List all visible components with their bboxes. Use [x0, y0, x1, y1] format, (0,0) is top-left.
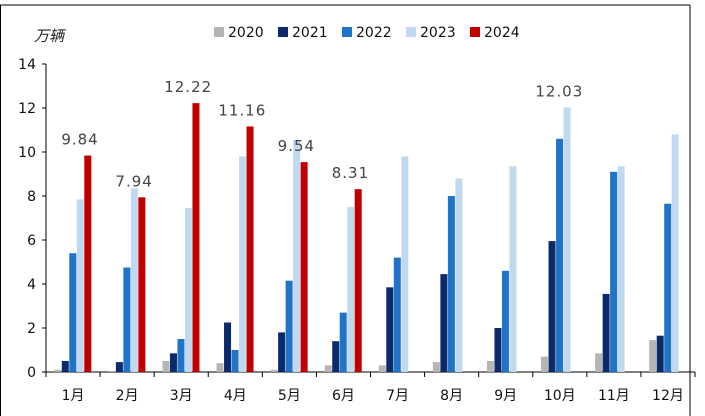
bar-2022 — [231, 350, 239, 372]
bar-2020 — [595, 353, 603, 372]
bar-2024 — [300, 162, 308, 372]
legend-swatch — [470, 27, 480, 37]
x-tick-label: 4月 — [224, 388, 247, 404]
bar-2023 — [455, 178, 463, 372]
bar-2023 — [671, 134, 679, 372]
x-tick-label: 3月 — [170, 388, 193, 404]
y-tick-label: 4 — [27, 277, 36, 293]
bar-2023 — [563, 107, 571, 372]
legend-label: 2023 — [420, 25, 456, 41]
legend-swatch — [214, 27, 224, 37]
y-tick-label: 6 — [27, 233, 36, 249]
bar-2021 — [548, 241, 556, 372]
legend-label: 2024 — [484, 25, 520, 41]
x-tick-label: 6月 — [332, 388, 355, 404]
bar-2022 — [393, 257, 401, 372]
bar-2023 — [293, 139, 301, 372]
bar-2022 — [285, 280, 293, 372]
bar-2021 — [115, 362, 123, 372]
bar-2020 — [432, 362, 440, 372]
bar-2023 — [239, 156, 247, 372]
bar-2022 — [447, 196, 455, 372]
bar-2022 — [664, 203, 672, 372]
y-tick-label: 14 — [18, 57, 36, 73]
legend-swatch — [342, 27, 352, 37]
x-tick-label: 1月 — [62, 388, 85, 404]
bar-2022 — [69, 253, 77, 372]
data-label: 11.16 — [218, 101, 266, 119]
bar-2021 — [440, 274, 448, 372]
bar-2020 — [324, 365, 332, 372]
legend-swatch — [278, 27, 288, 37]
bar-2024 — [84, 155, 92, 372]
legend-label: 2021 — [292, 25, 328, 41]
bar-2022 — [339, 312, 347, 372]
x-tick-label: 2月 — [116, 388, 139, 404]
bar-2021 — [656, 335, 664, 372]
y-tick-label: 2 — [27, 321, 36, 337]
bar-2023 — [509, 166, 517, 372]
x-tick-label: 10月 — [544, 388, 576, 404]
data-label: 8.31 — [332, 164, 369, 182]
bar-2022 — [123, 267, 131, 372]
bar-2023 — [76, 199, 84, 372]
x-tick-label: 8月 — [440, 388, 463, 404]
bar-2021 — [494, 328, 502, 372]
x-tick-label: 11月 — [598, 388, 630, 404]
bar-2020 — [54, 369, 62, 372]
y-tick-label: 0 — [27, 365, 36, 381]
bar-2024 — [192, 103, 200, 372]
legend-swatch — [406, 27, 416, 37]
bar-2021 — [386, 287, 394, 372]
legend-label: 2020 — [228, 25, 264, 41]
bar-2020 — [649, 340, 657, 372]
data-label: 7.94 — [115, 172, 152, 190]
y-tick-label: 12 — [18, 101, 36, 117]
bar-2023 — [130, 188, 138, 372]
bar-2021 — [332, 341, 340, 372]
data-label: 12.03 — [535, 82, 583, 100]
bar-2024 — [138, 197, 146, 372]
data-label: 12.22 — [164, 78, 212, 96]
bar-2020 — [270, 369, 278, 372]
bar-2023 — [401, 156, 409, 372]
bar-2022 — [610, 171, 618, 372]
bar-2021 — [61, 361, 69, 372]
bar-2020 — [216, 363, 224, 372]
bar-2021 — [224, 322, 232, 372]
bar-2020 — [108, 370, 116, 372]
bar-2022 — [556, 138, 564, 372]
bar-2023 — [617, 166, 625, 372]
bar-2022 — [501, 270, 509, 372]
x-tick-label: 9月 — [494, 388, 517, 404]
y-tick-label: 10 — [18, 145, 36, 161]
bar-2022 — [177, 339, 185, 372]
bar-2020 — [162, 361, 170, 372]
bar-2021 — [278, 332, 286, 372]
y-tick-label: 8 — [27, 189, 36, 205]
bar-2023 — [347, 207, 355, 372]
data-label: 9.84 — [61, 131, 98, 149]
x-tick-label: 7月 — [386, 388, 409, 404]
x-tick-label: 12月 — [652, 388, 684, 404]
bar-2021 — [169, 353, 177, 372]
data-label: 9.54 — [278, 137, 315, 155]
bar-2020 — [378, 365, 386, 372]
bar-2023 — [184, 208, 192, 372]
bar-2021 — [602, 293, 610, 372]
bar-2024 — [246, 126, 254, 372]
bar-2020 — [486, 361, 494, 372]
legend-label: 2022 — [356, 25, 392, 41]
unit-label: 万辆 — [34, 27, 67, 45]
bar-2020 — [541, 356, 549, 372]
bar-2024 — [354, 189, 362, 372]
x-tick-label: 5月 — [278, 388, 301, 404]
